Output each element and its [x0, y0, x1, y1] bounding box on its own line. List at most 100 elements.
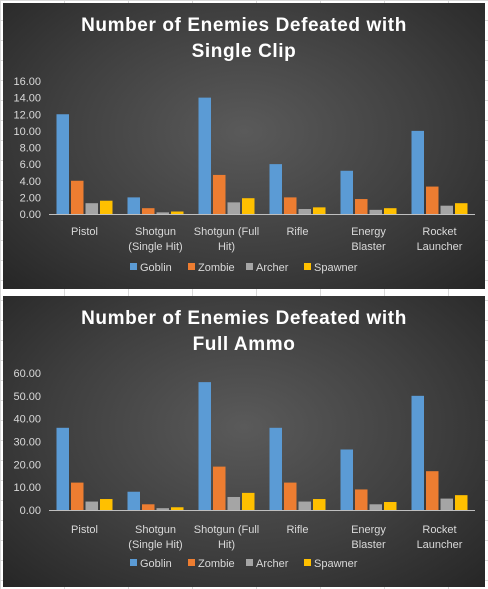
bar-goblin: [269, 427, 282, 510]
y-tick-label: 4.00: [20, 176, 41, 188]
bar-zombie: [284, 482, 297, 510]
x-category-label: Blaster: [351, 539, 386, 551]
legend-label: Zombie: [198, 262, 235, 274]
bar-spawner: [313, 207, 326, 214]
legend-swatch: [304, 559, 311, 566]
bar-archer: [440, 205, 453, 214]
bar-zombie: [355, 199, 368, 214]
bar-spawner: [384, 208, 397, 214]
bar-goblin: [340, 170, 353, 214]
bar-goblin: [127, 491, 140, 510]
bar-archer: [156, 508, 169, 510]
chart-title-line-2: Single Clip: [191, 41, 297, 62]
y-tick-label: 30.00: [13, 437, 41, 449]
y-tick-label: 16.00: [13, 76, 41, 88]
legend-label: Archer: [256, 558, 289, 570]
y-tick-label: 14.00: [13, 93, 41, 105]
legend-label: Zombie: [198, 558, 235, 570]
bar-archer: [369, 209, 382, 214]
x-category-label: (Single Hit): [128, 539, 182, 551]
x-category-label: Launcher: [417, 539, 463, 551]
legend-swatch: [188, 263, 195, 270]
bar-archer: [227, 496, 240, 510]
bar-goblin: [340, 449, 353, 510]
chart-full-ammo: Number of Enemies Defeated with Full Amm…: [3, 296, 485, 587]
y-tick-label: 10.00: [13, 126, 41, 138]
chart-title-line-1: Number of Enemies Defeated with: [81, 15, 407, 36]
bar-spawner: [313, 499, 326, 510]
bar-archer: [440, 498, 453, 510]
x-category-label: Shotgun (Full: [194, 226, 259, 238]
bar-goblin: [127, 197, 140, 214]
chart-title-line-2: Full Ammo: [192, 334, 296, 355]
x-category-label: Blaster: [351, 241, 386, 253]
x-category-label: Hit): [218, 539, 235, 551]
x-category-label: Pistol: [71, 524, 98, 536]
x-category-label: Rifle: [286, 524, 308, 536]
bar-zombie: [426, 471, 439, 510]
bar-archer: [227, 202, 240, 214]
legend-label: Spawner: [314, 262, 358, 274]
x-category-label: Shotgun: [135, 226, 176, 238]
y-tick-label: 8.00: [20, 143, 41, 155]
legend-swatch: [246, 559, 253, 566]
bar-archer: [156, 212, 169, 214]
bar-zombie: [355, 489, 368, 510]
bar-archer: [298, 501, 311, 510]
bar-goblin: [198, 382, 211, 510]
bar-archer: [369, 504, 382, 510]
y-tick-label: 0.00: [20, 209, 41, 221]
chart-title: Number of Enemies Defeated with Full Amm…: [3, 306, 485, 358]
bar-spawner: [242, 492, 255, 510]
bar-zombie: [71, 482, 84, 510]
bar-zombie: [284, 197, 297, 214]
y-tick-label: 40.00: [13, 414, 41, 426]
x-category-label: Energy: [351, 524, 386, 536]
x-category-label: Hit): [218, 241, 235, 253]
legend-label: Archer: [256, 262, 289, 274]
y-tick-label: 20.00: [13, 459, 41, 471]
legend-label: Goblin: [140, 262, 172, 274]
bar-zombie: [426, 186, 439, 214]
y-tick-label: 12.00: [13, 109, 41, 121]
x-category-label: Shotgun: [135, 524, 176, 536]
bar-spawner: [171, 507, 184, 510]
bar-spawner: [455, 495, 468, 510]
bar-archer: [298, 209, 311, 214]
bar-spawner: [242, 198, 255, 214]
legend-label: Goblin: [140, 558, 172, 570]
bar-spawner: [100, 200, 113, 214]
legend-swatch: [304, 263, 311, 270]
x-category-label: (Single Hit): [128, 241, 182, 253]
bar-spawner: [100, 499, 113, 510]
y-tick-label: 6.00: [20, 159, 41, 171]
x-category-label: Rifle: [286, 226, 308, 238]
legend-swatch: [130, 263, 137, 270]
y-tick-label: 50.00: [13, 391, 41, 403]
bar-goblin: [56, 114, 69, 214]
bar-spawner: [384, 502, 397, 510]
bar-archer: [85, 501, 98, 510]
legend-swatch: [246, 263, 253, 270]
x-category-label: Shotgun (Full: [194, 524, 259, 536]
y-tick-label: 60.00: [13, 368, 41, 380]
chart-single-clip: Number of Enemies Defeated with Single C…: [3, 3, 485, 289]
chart-plot: 0.00 2.00 4.00 6.00 8.00 10.00 12.00 14.00 16.00…: [13, 76, 475, 274]
bar-zombie: [213, 174, 226, 214]
x-category-label: Launcher: [417, 241, 463, 253]
bar-goblin: [198, 97, 211, 214]
x-category-label: Pistol: [71, 226, 98, 238]
legend-label: Spawner: [314, 558, 358, 570]
bar-spawner: [455, 203, 468, 214]
bar-zombie: [71, 180, 84, 214]
legend-swatch: [130, 559, 137, 566]
y-tick-label: 2.00: [20, 192, 41, 204]
bar-zombie: [142, 504, 155, 510]
y-tick-label: 10.00: [13, 482, 41, 494]
chart-plot: 0.00 10.00 20.00 30.00 40.00 50.00 60.00 Pistol…: [13, 368, 475, 570]
bar-archer: [85, 203, 98, 214]
y-tick-label: 0.00: [20, 505, 41, 517]
legend-swatch: [188, 559, 195, 566]
bar-goblin: [411, 395, 424, 510]
x-category-label: Energy: [351, 226, 386, 238]
